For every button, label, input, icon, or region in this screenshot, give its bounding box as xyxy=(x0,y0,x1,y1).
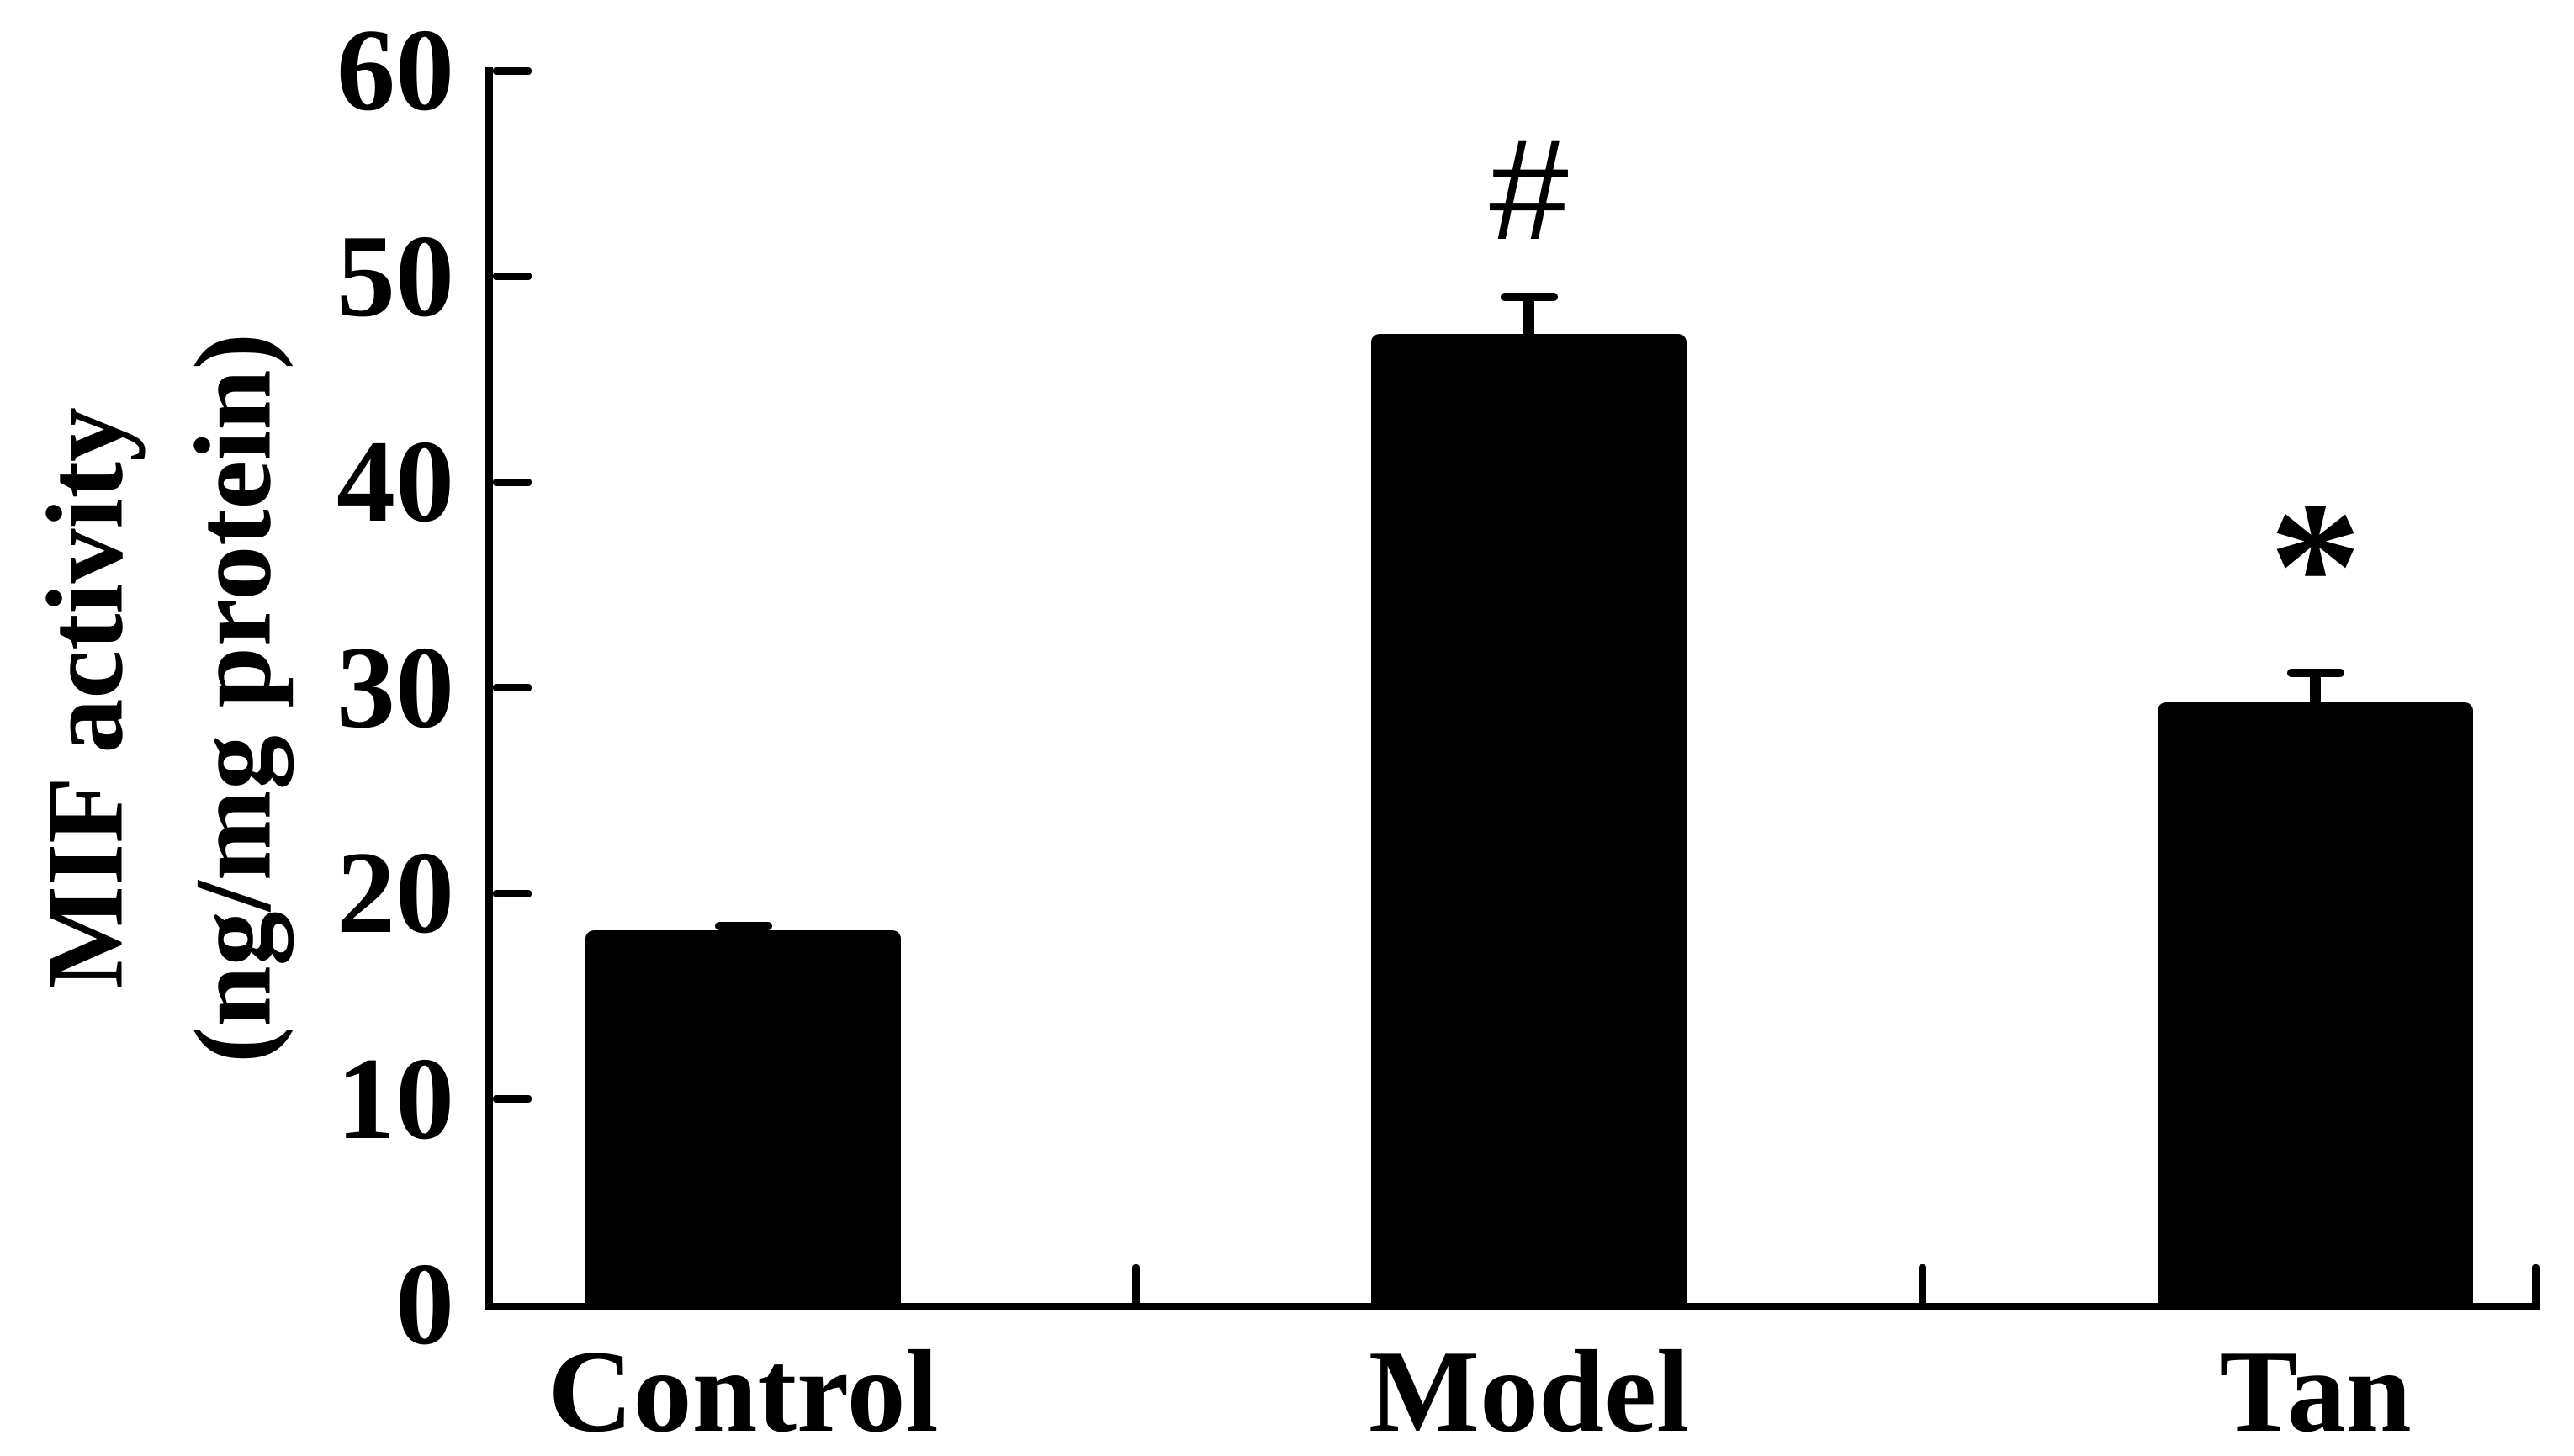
y-axis-tick-label: 40 xyxy=(336,416,454,547)
error-bar-stem xyxy=(1523,299,1534,336)
y-axis-tick-label: 60 xyxy=(336,5,454,135)
y-axis-tick-label: 10 xyxy=(336,1033,454,1164)
error-bar-cap xyxy=(714,922,772,931)
x-axis-tick xyxy=(1132,1264,1140,1306)
x-axis-tick xyxy=(2532,1264,2540,1306)
x-axis-line xyxy=(485,1303,2540,1310)
y-axis-tick xyxy=(493,273,532,280)
bar xyxy=(2158,702,2473,1305)
y-axis-tick xyxy=(493,1095,532,1103)
y-axis-tick-label: 0 xyxy=(395,1239,454,1369)
y-axis-line xyxy=(485,67,493,1310)
category-label: Model xyxy=(1368,1326,1690,1456)
y-axis-tick xyxy=(493,478,532,486)
error-bar-cap xyxy=(1500,293,1558,302)
significance-annotation: # xyxy=(1489,110,1569,270)
y-axis-tick xyxy=(493,66,532,75)
error-bar-stem xyxy=(738,929,749,932)
y-axis-title-line1: MIF activity xyxy=(24,407,146,989)
bar xyxy=(1371,333,1687,1305)
y-axis-tick xyxy=(493,684,532,691)
bar xyxy=(585,930,901,1305)
y-axis-tick-label: 20 xyxy=(336,828,454,958)
x-axis-tick xyxy=(1919,1264,1926,1306)
y-axis-tick-label: 30 xyxy=(336,622,454,753)
error-bar-cap xyxy=(2286,669,2344,678)
category-label: Tan xyxy=(2219,1326,2412,1456)
y-axis-tick-label: 50 xyxy=(336,210,454,341)
error-bar-stem xyxy=(2310,675,2321,704)
category-label: Control xyxy=(548,1326,939,1456)
significance-annotation: * xyxy=(2269,463,2362,669)
y-axis-tick xyxy=(493,889,532,897)
